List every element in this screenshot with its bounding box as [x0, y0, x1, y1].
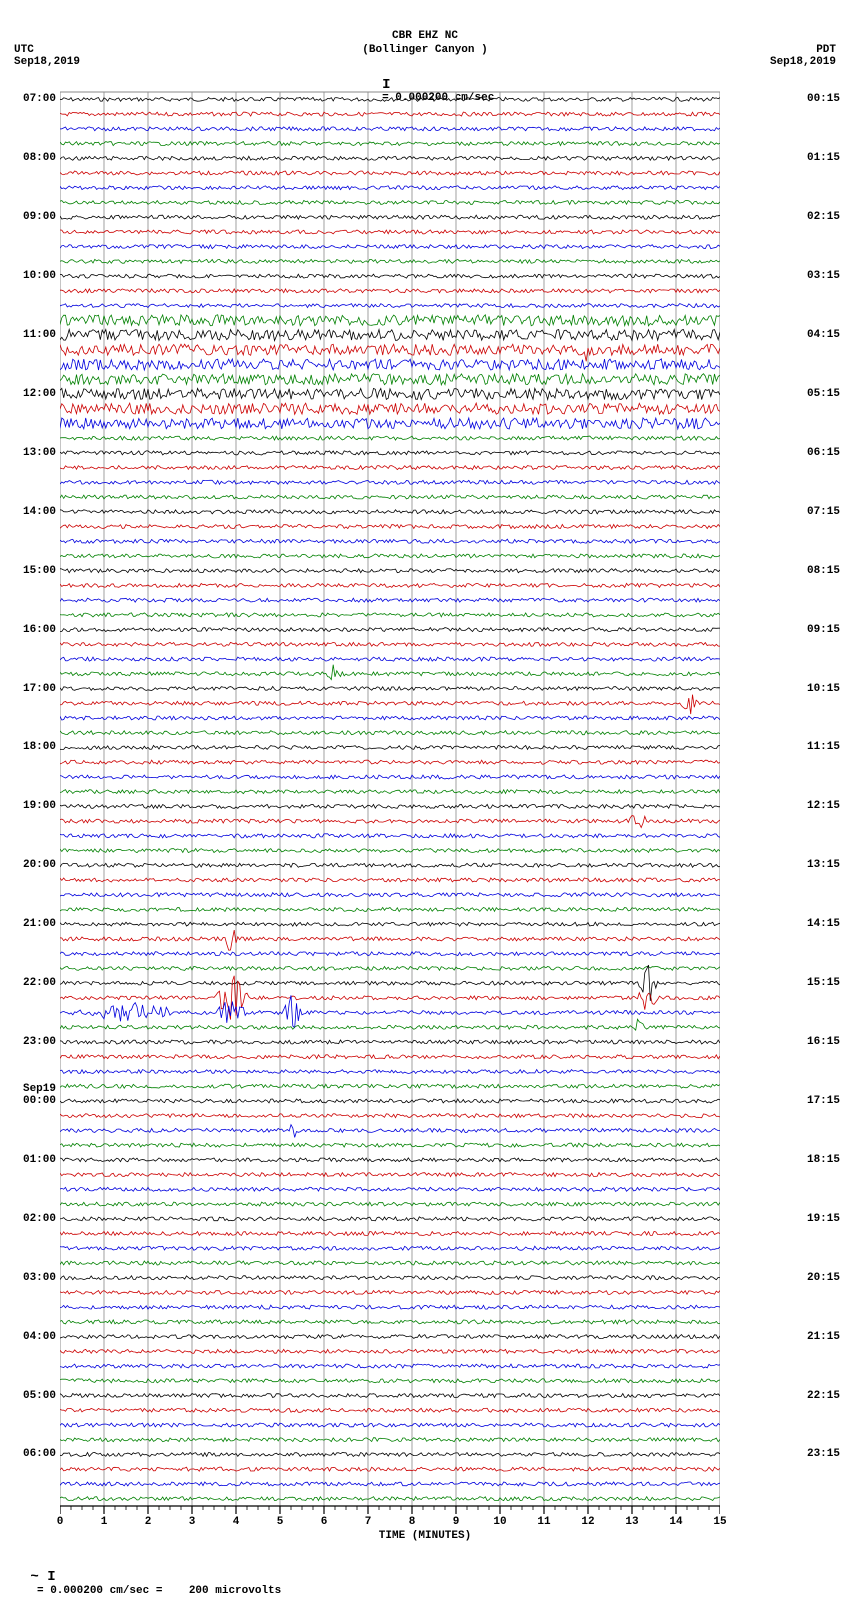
- pdt-label: 08:15: [770, 565, 840, 577]
- utc-label: 14:00: [10, 506, 56, 518]
- x-tick-label: 0: [57, 1516, 64, 1528]
- pdt-label: 13:15: [770, 859, 840, 871]
- utc-label: 23:00: [10, 1036, 56, 1048]
- utc-label: 02:00: [10, 1213, 56, 1225]
- x-tick-label: 4: [233, 1516, 240, 1528]
- pdt-label: 06:15: [770, 447, 840, 459]
- x-tick-label: 14: [669, 1516, 682, 1528]
- utc-label: 13:00: [10, 447, 56, 459]
- pdt-label: 18:15: [770, 1154, 840, 1166]
- date-marker: Sep19: [10, 1083, 56, 1095]
- pdt-label: 12:15: [770, 800, 840, 812]
- pdt-label: 05:15: [770, 388, 840, 400]
- utc-label: 18:00: [10, 741, 56, 753]
- tz-left-label: UTC: [14, 44, 34, 56]
- footer-text: = 0.000200 cm/sec = 200 microvolts: [30, 1585, 281, 1597]
- scale-bar-icon: ~ I: [30, 1569, 55, 1585]
- utc-label: 17:00: [10, 683, 56, 695]
- utc-label: 19:00: [10, 800, 56, 812]
- pdt-label: 11:15: [770, 741, 840, 753]
- pdt-label: 04:15: [770, 329, 840, 341]
- pdt-label: 16:15: [770, 1036, 840, 1048]
- pdt-label: 00:15: [770, 93, 840, 105]
- utc-label: 22:00: [10, 977, 56, 989]
- utc-label: 16:00: [10, 624, 56, 636]
- seismogram-plot: [60, 86, 720, 1546]
- utc-label: 07:00: [10, 93, 56, 105]
- footer-scale: ~ I = 0.000200 cm/sec = 200 microvolts: [4, 1557, 281, 1609]
- tz-right-label: PDT: [816, 44, 836, 56]
- pdt-label: 10:15: [770, 683, 840, 695]
- utc-label: 11:00: [10, 329, 56, 341]
- x-tick-label: 13: [625, 1516, 638, 1528]
- pdt-label: 19:15: [770, 1213, 840, 1225]
- x-tick-label: 8: [409, 1516, 416, 1528]
- utc-label: 10:00: [10, 270, 56, 282]
- pdt-label: 03:15: [770, 270, 840, 282]
- utc-label: 15:00: [10, 565, 56, 577]
- x-tick-label: 2: [145, 1516, 152, 1528]
- x-tick-label: 12: [581, 1516, 594, 1528]
- pdt-label: 21:15: [770, 1331, 840, 1343]
- utc-label: 08:00: [10, 152, 56, 164]
- utc-label: 09:00: [10, 211, 56, 223]
- x-tick-label: 1: [101, 1516, 108, 1528]
- pdt-label: 02:15: [770, 211, 840, 223]
- utc-label: 12:00: [10, 388, 56, 400]
- utc-label: 21:00: [10, 918, 56, 930]
- x-axis-title: TIME (MINUTES): [379, 1530, 471, 1542]
- utc-label: 20:00: [10, 859, 56, 871]
- utc-label: 05:00: [10, 1390, 56, 1402]
- utc-label: 03:00: [10, 1272, 56, 1284]
- utc-label: 06:00: [10, 1448, 56, 1460]
- x-tick-label: 3: [189, 1516, 196, 1528]
- utc-label: 01:00: [10, 1154, 56, 1166]
- pdt-label: 15:15: [770, 977, 840, 989]
- x-tick-label: 11: [537, 1516, 550, 1528]
- x-tick-label: 6: [321, 1516, 328, 1528]
- pdt-label: 09:15: [770, 624, 840, 636]
- pdt-label: 20:15: [770, 1272, 840, 1284]
- x-tick-label: 5: [277, 1516, 284, 1528]
- pdt-label: 07:15: [770, 506, 840, 518]
- seismogram-figure: UTC Sep18,2019 PDT Sep18,2019 CBR EHZ NC…: [0, 0, 850, 1613]
- x-tick-label: 7: [365, 1516, 372, 1528]
- date-right-label: Sep18,2019: [770, 56, 836, 68]
- pdt-label: 14:15: [770, 918, 840, 930]
- pdt-label: 01:15: [770, 152, 840, 164]
- location-title: (Bollinger Canyon ): [362, 44, 487, 56]
- pdt-label: 22:15: [770, 1390, 840, 1402]
- utc-label: 00:00: [10, 1095, 56, 1107]
- pdt-label: 23:15: [770, 1448, 840, 1460]
- pdt-label: 17:15: [770, 1095, 840, 1107]
- utc-label: 04:00: [10, 1331, 56, 1343]
- date-left-label: Sep18,2019: [14, 56, 80, 68]
- station-title: CBR EHZ NC: [392, 30, 458, 42]
- x-tick-label: 10: [493, 1516, 506, 1528]
- x-tick-label: 9: [453, 1516, 460, 1528]
- x-tick-label: 15: [713, 1516, 726, 1528]
